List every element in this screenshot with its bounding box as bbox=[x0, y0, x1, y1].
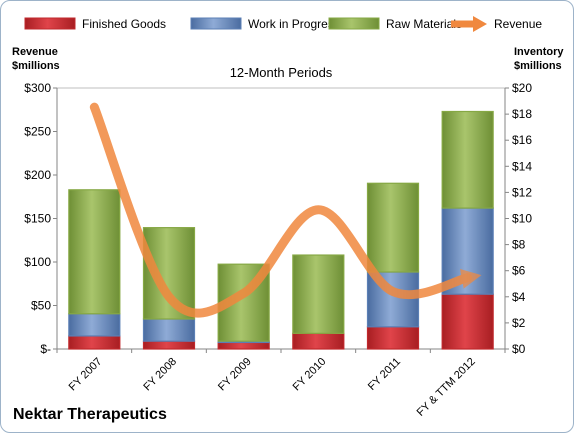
left-tick-label: $200 bbox=[24, 168, 51, 182]
bar-raw-materials bbox=[366, 182, 420, 273]
legend-arrow bbox=[473, 16, 487, 32]
right-tick-label: $10 bbox=[512, 212, 532, 226]
legend-label: Revenue bbox=[494, 17, 542, 31]
x-tick-label: FY & TTM 2012 bbox=[415, 356, 478, 419]
x-tick-label: FY 2010 bbox=[291, 356, 329, 394]
right-tick-label: $6 bbox=[512, 264, 526, 278]
right-tick-label: $0 bbox=[512, 342, 526, 356]
bar-finished-goods bbox=[142, 340, 196, 350]
right-tick-label: $16 bbox=[512, 133, 532, 147]
chart-title: 12-Month Periods bbox=[230, 65, 333, 80]
right-axis-title-line2: $millions bbox=[514, 60, 562, 72]
bar-finished-goods bbox=[366, 326, 420, 350]
bar-finished-goods bbox=[292, 332, 345, 350]
x-tick-label: FY 2007 bbox=[67, 356, 105, 394]
legend-label: Work in Progress bbox=[248, 17, 340, 31]
right-tick-label: $20 bbox=[512, 81, 532, 95]
bar-raw-materials bbox=[68, 189, 121, 315]
bar-raw-materials bbox=[292, 254, 345, 334]
right-tick-label: $8 bbox=[512, 238, 526, 252]
x-tick-label: FY 2009 bbox=[216, 356, 254, 394]
left-axis-title-line2: $millions bbox=[12, 60, 60, 72]
x-tick-label: FY 2011 bbox=[366, 356, 403, 393]
bar-finished-goods bbox=[217, 341, 270, 350]
right-tick-label: $4 bbox=[512, 290, 526, 304]
left-tick-label: $100 bbox=[24, 255, 51, 269]
legend-label: Raw Materials bbox=[386, 17, 462, 31]
left-tick-label: $150 bbox=[24, 212, 51, 226]
left-tick-label: $250 bbox=[24, 125, 51, 139]
legend-swatch bbox=[24, 17, 76, 30]
plot-border bbox=[56, 87, 506, 350]
left-axis-title-line1: Revenue bbox=[12, 46, 58, 58]
right-tick-label: $12 bbox=[512, 185, 532, 199]
right-tick-label: $18 bbox=[512, 107, 532, 121]
bar-raw-materials bbox=[441, 110, 494, 209]
left-axis-title: Revenue $millions bbox=[12, 45, 60, 73]
bar-finished-goods bbox=[441, 293, 494, 350]
left-tick-label: $- bbox=[40, 342, 51, 356]
x-tick-label: FY 2008 bbox=[141, 356, 179, 394]
legend: Finished Goods Work in Progress Raw Materi… bbox=[24, 16, 542, 32]
left-tick-label: $300 bbox=[24, 81, 51, 95]
revenue-line bbox=[89, 102, 482, 318]
plot-area: $- $50 $100 $150 $200 $250 $300 $0 $2 $4 $6 $8 $10 $1… bbox=[24, 81, 532, 419]
bar-work-in-progress bbox=[142, 318, 196, 342]
legend-swatch bbox=[190, 17, 242, 30]
right-tick-label: $2 bbox=[512, 316, 526, 330]
right-axis-title: Inventory $millions bbox=[514, 45, 564, 73]
company-name: Nektar Therapeutics bbox=[13, 406, 167, 423]
left-tick-label: $50 bbox=[31, 299, 51, 313]
right-axis-title-line1: Inventory bbox=[514, 46, 564, 58]
bar-finished-goods bbox=[68, 335, 121, 350]
bar-work-in-progress bbox=[68, 313, 121, 337]
right-tick-label: $14 bbox=[512, 159, 532, 173]
legend-label: Finished Goods bbox=[82, 17, 166, 31]
legend-swatch bbox=[328, 17, 380, 30]
